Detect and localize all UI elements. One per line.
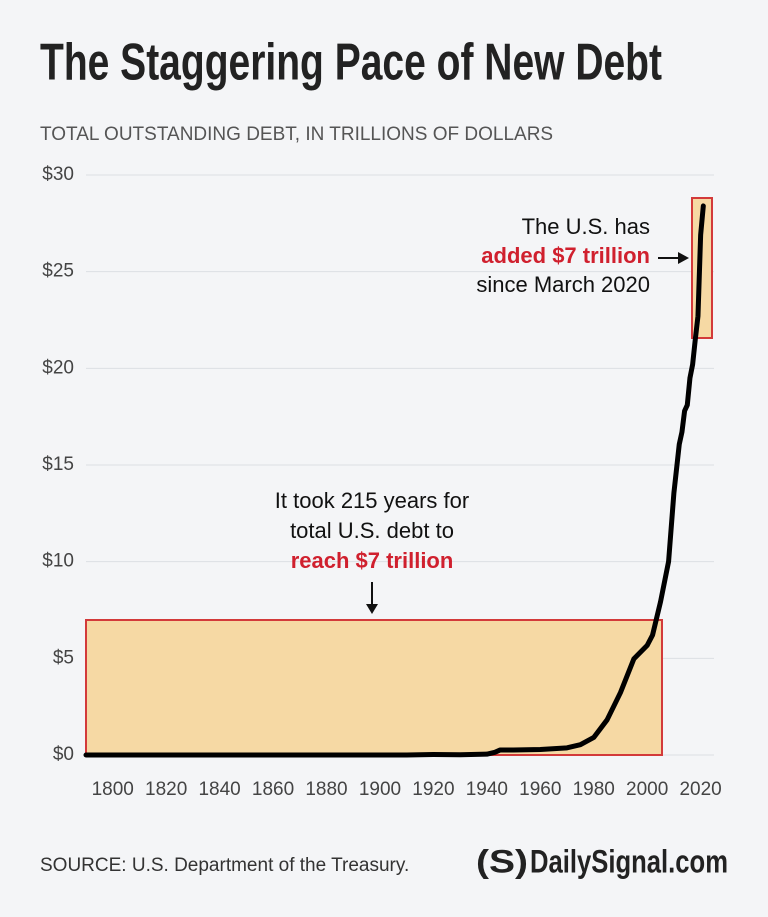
y-tick-label: $0 [53, 744, 74, 765]
annotation: reach $7 trillion [291, 548, 454, 573]
arrow-head [678, 252, 689, 264]
logo: DailySignal.com [530, 843, 728, 879]
arrow-head [366, 604, 378, 614]
annotation: added $7 trillion [481, 243, 650, 268]
source: SOURCE: U.S. Department of the Treasury. [40, 855, 409, 876]
plot [83, 203, 706, 758]
x-tick-label: 1880 [305, 779, 347, 800]
x-tick-label: 2020 [679, 779, 721, 800]
x-tick-label: 1820 [145, 779, 187, 800]
x-tick-label: 2000 [626, 779, 668, 800]
x-tick-label: 1860 [252, 779, 294, 800]
annotation: total U.S. debt to [290, 518, 454, 543]
annotation: The U.S. has [522, 214, 650, 239]
x-tick-label: 1940 [466, 779, 508, 800]
data-line [83, 203, 706, 758]
logo-mark: (S) [476, 843, 528, 879]
x-tick-label: 1800 [92, 779, 134, 800]
x-tick-label: 1980 [573, 779, 615, 800]
y-tick-label: $5 [53, 647, 74, 668]
chart-subtitle: TOTAL OUTSTANDING DEBT, IN TRILLIONS OF … [40, 124, 553, 145]
highlight-box [85, 619, 663, 756]
annotation: since March 2020 [476, 272, 650, 297]
x-tick-label: 1960 [519, 779, 561, 800]
y-tick-label: $20 [42, 357, 74, 378]
chart-title: The Staggering Pace of New Debt [40, 34, 662, 92]
x-tick-label: 1900 [359, 779, 401, 800]
y-tick-label: $30 [42, 164, 74, 185]
annotation: It took 215 years for [275, 488, 469, 513]
y-tick-label: $10 [42, 551, 74, 572]
y-tick-label: $25 [42, 261, 74, 282]
x-tick-label: 1840 [198, 779, 240, 800]
y-tick-label: $15 [42, 454, 74, 475]
x-tick-label: 1920 [412, 779, 454, 800]
